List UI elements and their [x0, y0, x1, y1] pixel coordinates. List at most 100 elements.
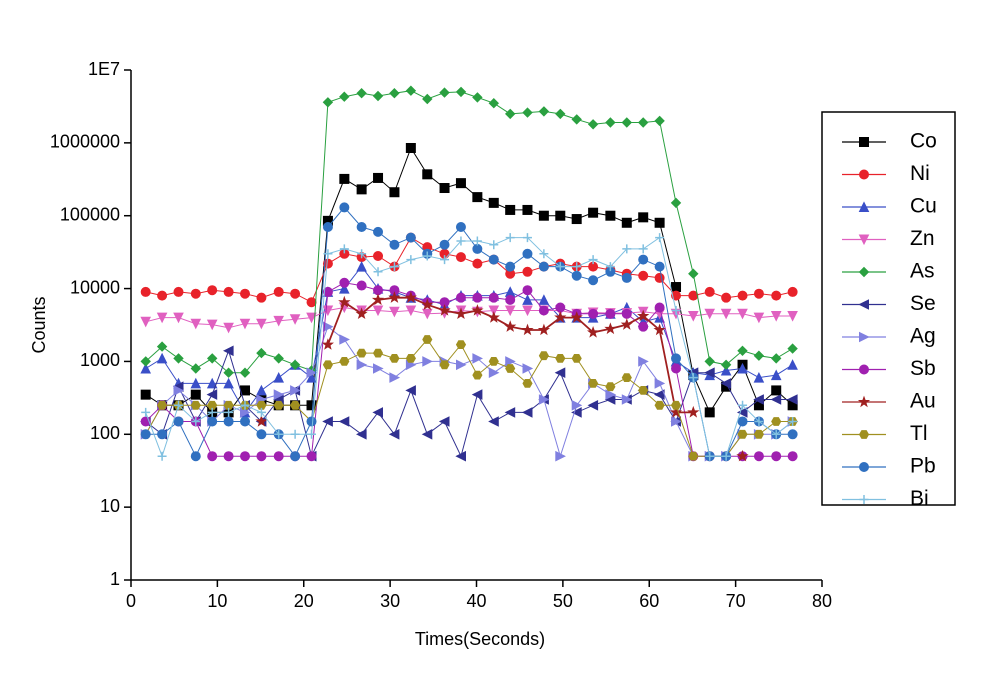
data-point: [472, 243, 483, 254]
data-point: [174, 400, 184, 410]
data-point: [522, 294, 533, 305]
series-line: [145, 236, 793, 458]
data-point: [620, 318, 633, 330]
data-point: [422, 356, 433, 367]
legend-marker: [859, 364, 869, 375]
data-point: [388, 291, 401, 303]
data-point: [140, 316, 152, 328]
data-point: [455, 292, 466, 303]
y-axis-label: Counts: [29, 296, 49, 353]
data-point: [206, 389, 218, 400]
data-point: [223, 451, 234, 462]
data-point: [505, 356, 516, 367]
data-point: [422, 335, 433, 344]
data-point: [487, 311, 500, 323]
data-point: [638, 356, 649, 367]
data-point: [653, 323, 666, 336]
data-point: [753, 371, 765, 383]
data-point: [422, 93, 433, 105]
data-point: [787, 286, 798, 297]
data-point: [274, 429, 284, 439]
data-point: [140, 389, 151, 400]
legend-label: Sb: [910, 357, 936, 380]
data-point: [140, 362, 152, 374]
data-point: [455, 340, 467, 349]
data-point: [273, 371, 285, 383]
data-point: [240, 416, 251, 427]
data-point: [753, 312, 765, 324]
data-point: [356, 260, 367, 272]
data-point: [190, 318, 202, 330]
data-point: [472, 353, 484, 364]
data-point: [455, 252, 466, 263]
data-point: [522, 305, 533, 317]
series-line: [145, 325, 793, 458]
data-point: [356, 87, 367, 99]
data-point: [622, 244, 632, 254]
data-point: [654, 400, 665, 410]
data-point: [421, 308, 433, 320]
data-point: [141, 407, 151, 417]
data-point: [339, 202, 350, 213]
legend-label: Ag: [910, 325, 936, 348]
data-point: [307, 429, 317, 439]
data-point: [339, 334, 350, 345]
data-point: [488, 416, 499, 427]
data-point: [373, 250, 384, 261]
data-point: [256, 429, 267, 440]
data-point: [555, 262, 565, 272]
data-point: [456, 236, 466, 246]
data-point: [222, 345, 234, 357]
data-point: [356, 222, 367, 232]
data-point: [754, 416, 764, 426]
data-point: [323, 249, 333, 259]
data-point: [770, 353, 782, 364]
data-point: [373, 226, 384, 237]
data-point: [654, 261, 665, 272]
data-point: [737, 290, 748, 301]
data-point: [355, 307, 368, 319]
data-point: [504, 320, 517, 332]
data-point: [388, 428, 400, 440]
data-point: [488, 97, 500, 109]
data-point: [671, 416, 682, 427]
data-point: [156, 341, 168, 352]
data-point: [505, 364, 516, 373]
data-point: [389, 306, 400, 318]
data-point: [405, 232, 416, 243]
data-point: [521, 407, 533, 418]
legend-label: As: [910, 260, 935, 283]
data-point: [505, 261, 516, 272]
data-point: [290, 288, 301, 299]
data-point: [156, 352, 168, 364]
data-point: [522, 379, 533, 388]
legend-marker: [859, 137, 869, 147]
y-tick-label: 100: [90, 423, 120, 443]
data-point: [504, 108, 516, 120]
data-point: [737, 362, 748, 374]
data-point: [605, 262, 615, 272]
data-point: [688, 451, 699, 461]
data-point: [338, 282, 350, 294]
data-point: [207, 285, 218, 296]
data-point: [771, 417, 782, 426]
series-line: [145, 265, 793, 414]
data-point: [538, 294, 550, 305]
data-point: [770, 394, 782, 405]
data-point: [273, 286, 284, 297]
legend-box: [821, 111, 956, 506]
legend-marker: [859, 169, 869, 180]
data-point: [471, 389, 483, 400]
data-point: [472, 192, 483, 203]
legend-marker: [859, 495, 869, 504]
data-point: [207, 407, 217, 417]
data-point: [207, 400, 218, 410]
data-point: [289, 314, 301, 325]
data-point: [687, 311, 699, 322]
data-point: [671, 306, 681, 316]
data-point: [787, 451, 798, 462]
data-point: [471, 304, 484, 316]
data-point: [721, 292, 732, 303]
data-point: [372, 305, 384, 317]
x-axis-label: Times(Seconds): [415, 629, 545, 649]
